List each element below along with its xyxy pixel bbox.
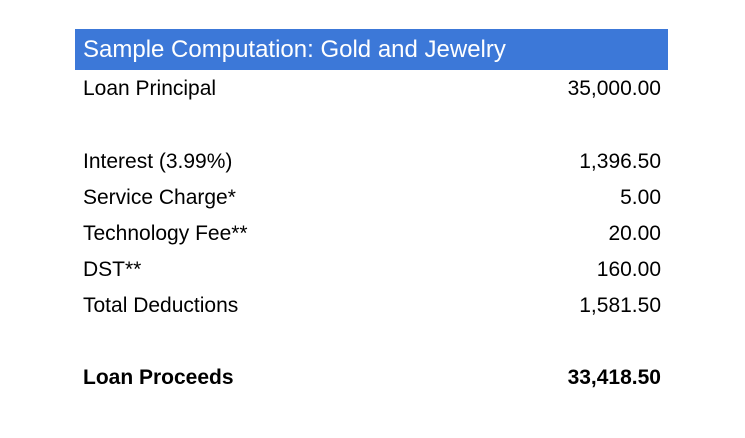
empty-row [75, 324, 668, 360]
table-row-dst: DST** 160.00 [75, 252, 668, 288]
table-row-total-deductions: Total Deductions 1,581.50 [75, 288, 668, 324]
table-title: Sample Computation: Gold and Jewelry [75, 29, 668, 70]
row-value: 20.00 [608, 222, 661, 245]
table-row-technology-fee: Technology Fee** 20.00 [75, 216, 668, 252]
row-label: Technology Fee** [83, 222, 248, 245]
table-row-loan-principal: Loan Principal 35,000.00 [75, 70, 668, 108]
row-label: Total Deductions [83, 294, 239, 317]
row-label: Loan Principal [83, 77, 217, 100]
row-label: DST** [83, 258, 142, 281]
empty-row [75, 108, 668, 144]
row-label: Interest (3.99%) [83, 150, 233, 173]
row-label: Service Charge* [83, 186, 236, 209]
row-value: 1,581.50 [579, 294, 661, 317]
row-value: 5.00 [620, 186, 661, 209]
computation-table: Sample Computation: Gold and Jewelry Loa… [75, 29, 668, 396]
row-label: Loan Proceeds [83, 366, 234, 389]
row-value: 1,396.50 [579, 150, 661, 173]
row-value: 160.00 [596, 258, 661, 281]
table-row-service-charge: Service Charge* 5.00 [75, 180, 668, 216]
row-value: 35,000.00 [567, 77, 661, 100]
table-row-interest: Interest (3.99%) 1,396.50 [75, 144, 668, 180]
row-value: 33,418.50 [567, 366, 661, 389]
table-row-loan-proceeds: Loan Proceeds 33,418.50 [75, 360, 668, 396]
